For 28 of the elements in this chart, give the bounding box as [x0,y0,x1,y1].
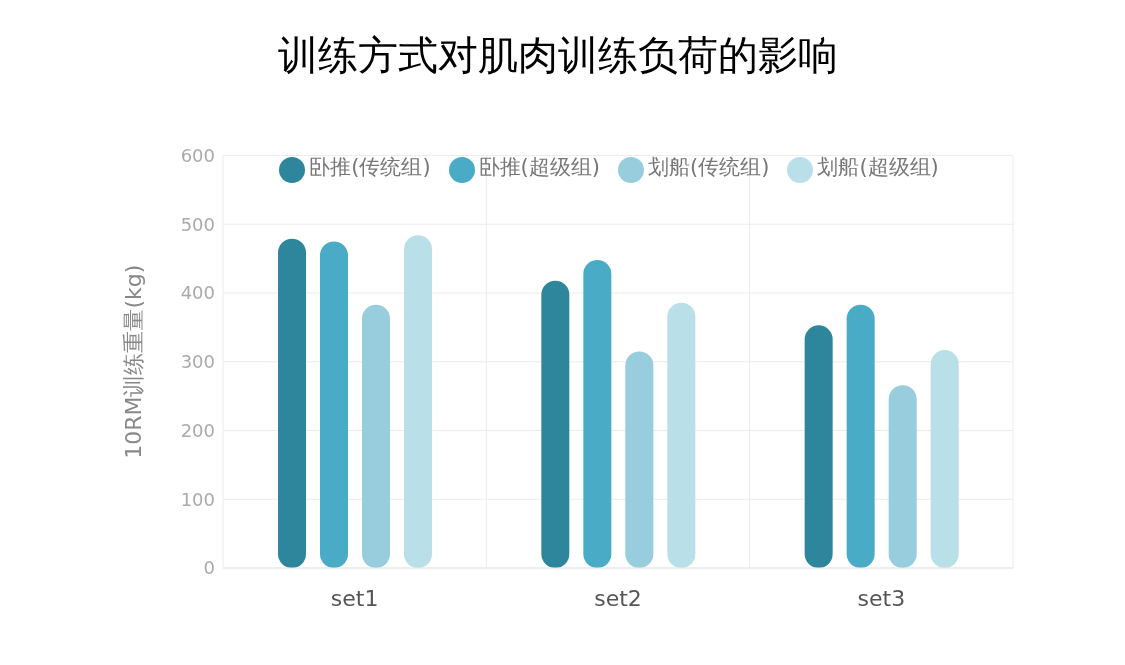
bar [541,280,570,568]
bar [625,351,654,568]
y-tick-label: 300 [180,351,215,373]
y-tick-label: 0 [203,557,215,579]
chart-title: 训练方式对肌肉训练负荷的影响 [277,31,839,80]
y-tick-label: 500 [180,213,215,235]
bar [404,235,432,568]
bar [278,238,306,568]
legend-label: 卧推(传统组) [309,155,431,179]
legend-label: 划船(传统组) [648,155,770,179]
x-tick-label: set2 [594,585,642,611]
bar [846,304,875,568]
bar [362,304,390,568]
y-tick-label: 200 [180,419,215,441]
bar [583,260,612,568]
y-tick-label: 600 [180,144,215,166]
bar [888,385,917,568]
y-tick-label: 100 [180,488,215,510]
legend-label: 卧推(超级组) [478,155,600,179]
x-tick-label: set1 [330,585,379,611]
bar [930,350,959,568]
x-tick-label: set3 [857,585,906,611]
bar [667,302,696,568]
y-tick-label: 400 [180,282,215,304]
y-axis-title: 10RM训练重量(kg) [120,264,146,459]
legend-label: 划船(超级组) [817,155,939,179]
bar [804,325,833,568]
bar [320,241,348,568]
